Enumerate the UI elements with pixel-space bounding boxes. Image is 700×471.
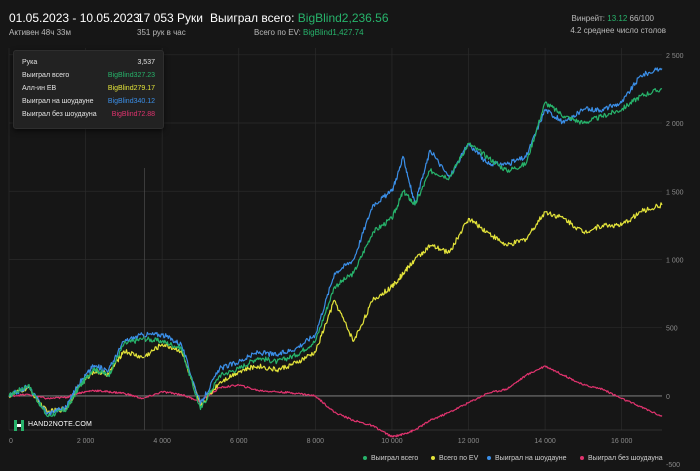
tooltip-row-value: BigBlind72.88 <box>111 111 155 118</box>
x-tick-label: 6 000 <box>230 438 248 445</box>
x-tick-label: 4 000 <box>153 438 171 445</box>
y-tick-label: 1 000 <box>666 257 684 264</box>
avg-tables: 4.2 среднее число столов <box>570 26 666 35</box>
winrate-sep: 66/100 <box>629 14 654 23</box>
won-total-label: Выиграл всего: <box>210 11 295 25</box>
tooltip-row-value: BigBlind340.12 <box>107 98 155 105</box>
logo-text: HAND2NOTE.COM <box>28 421 93 428</box>
tooltip-row-value: BigBlind327.23 <box>107 72 155 79</box>
series-lines <box>8 67 663 438</box>
x-tick-label: 0 <box>9 438 13 445</box>
chart-legend: Выиграл всего Всего по EV Выиграл на шоу… <box>0 455 700 467</box>
legend-dot <box>580 456 584 461</box>
winrate-value: 13.12 <box>607 14 628 23</box>
hands-per-hour: 351 рук в час <box>137 28 186 37</box>
legend-item-ev[interactable]: Всего по EV <box>431 455 478 462</box>
tooltip-hand-value: 3,537 <box>137 59 155 66</box>
x-tick-label: 14 000 <box>534 438 556 445</box>
series-line <box>8 202 663 415</box>
legend-dot <box>363 456 367 461</box>
hands-count: 17 053 Руки <box>137 11 203 25</box>
x-axis-ticks: 0 2 000 4 000 6 000 8 000 10 000 12 000 14 000 1… <box>9 438 632 445</box>
ev-total: Всего по EV: BigBlind1,427.74 <box>254 28 364 37</box>
tooltip-row: Выиграл на шоудауне BigBlind340.12 <box>22 98 155 108</box>
legend-dot <box>431 456 435 461</box>
tooltip-row-value: BigBlind279.17 <box>107 85 155 92</box>
legend-label: Всего по EV <box>439 455 479 462</box>
won-total-value: BigBlind2,236.56 <box>297 11 389 25</box>
date-range[interactable]: 01.05.2023 - 10.05.2023 <box>9 11 140 25</box>
tooltip-row-label: Выиграл на шоудауне <box>22 98 94 105</box>
tooltip-row-label: Выиграл всего <box>22 72 70 79</box>
series-line <box>8 365 663 438</box>
y-tick-label: 0 <box>666 394 670 401</box>
tooltip-row-label: Алл-ин EВ <box>22 85 57 92</box>
x-tick-label: 12 000 <box>458 438 480 445</box>
x-tick-label: 2 000 <box>77 438 95 445</box>
legend-dot <box>487 456 491 461</box>
winrate-label: Винрейт: <box>571 14 606 23</box>
tooltip-row-label: Выиграл без шоудауна <box>22 111 97 118</box>
y-tick-label: 500 <box>666 326 678 333</box>
tooltip-row: Выиграл всего BigBlind327.23 <box>22 72 155 82</box>
series-line <box>8 67 663 416</box>
legend-label: Выиграл без шоудауна <box>588 455 663 462</box>
ev-total-label: Всего по EV: <box>254 28 301 37</box>
tooltip-row: Выиграл без шоудауна BigBlind72.88 <box>22 111 155 121</box>
legend-item-total[interactable]: Выиграл всего <box>363 455 418 462</box>
x-tick-label: 10 000 <box>381 438 403 445</box>
tooltip-hand-row: Рука 3,537 <box>22 59 155 69</box>
x-tick-label: 16 000 <box>611 438 633 445</box>
hand2note-logo-icon <box>14 420 24 431</box>
y-axis-ticks: -500 0 500 1 000 1 500 2 000 2 500 <box>666 53 684 469</box>
active-time: Активен 48ч 33м <box>9 28 71 37</box>
stats-header: 01.05.2023 - 10.05.2023 Активен 48ч 33м … <box>0 0 700 46</box>
legend-label: Выиграл всего <box>371 455 419 462</box>
y-tick-label: 2 500 <box>666 53 684 60</box>
y-tick-label: 1 500 <box>666 189 684 196</box>
x-tick-label: 8 000 <box>307 438 325 445</box>
tooltip-hand-label: Рука <box>22 59 38 66</box>
y-tick-label: -500 <box>666 462 680 469</box>
won-total: Выиграл всего: BigBlind2,236.56 <box>210 11 389 25</box>
tooltip-row: Алл-ин EВ BigBlind279.17 <box>22 85 155 95</box>
hover-tooltip: Рука 3,537 Выиграл всего BigBlind327.23 … <box>13 50 164 129</box>
ev-total-value: BigBlind1,427.74 <box>303 28 364 37</box>
y-tick-label: 2 000 <box>666 121 684 128</box>
legend-label: Выиграл на шоудауне <box>495 455 567 462</box>
winrate: Винрейт: 13.12 66/100 <box>572 14 654 23</box>
legend-item-non-showdown[interactable]: Выиграл без шоудауна <box>580 455 663 462</box>
series-line <box>8 88 663 418</box>
legend-item-showdown[interactable]: Выиграл на шоудауне <box>487 455 567 462</box>
